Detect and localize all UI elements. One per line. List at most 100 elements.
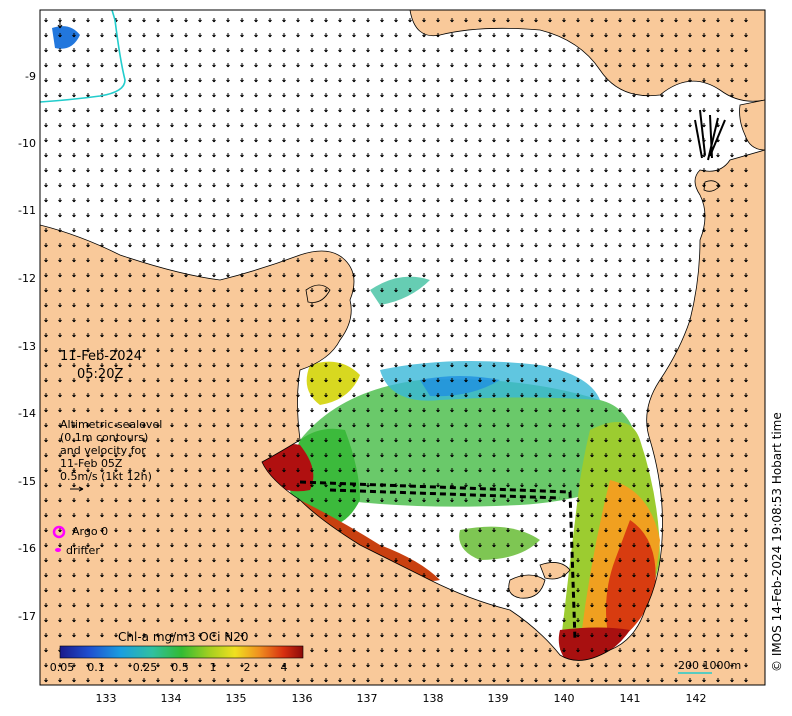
velocity-arrow	[632, 183, 636, 188]
velocity-arrow	[268, 438, 272, 443]
velocity-arrow	[156, 543, 160, 548]
velocity-arrow	[576, 543, 580, 548]
velocity-arrow	[296, 288, 300, 293]
velocity-arrow	[72, 93, 76, 98]
velocity-arrow	[674, 453, 678, 458]
velocity-arrow	[114, 183, 118, 188]
velocity-arrow	[646, 603, 650, 608]
velocity-arrow	[58, 243, 62, 248]
velocity-arrow	[198, 123, 202, 128]
velocity-arrow	[632, 633, 636, 638]
velocity-arrow	[506, 258, 510, 263]
velocity-arrow	[730, 168, 734, 173]
velocity-arrow	[520, 363, 524, 368]
velocity-arrow	[506, 33, 510, 38]
velocity-arrow	[702, 648, 706, 653]
velocity-arrow	[590, 438, 594, 443]
velocity-arrow	[422, 243, 426, 248]
velocity-arrow	[562, 273, 566, 278]
velocity-arrow	[58, 633, 62, 638]
velocity-arrow	[254, 333, 258, 338]
velocity-arrow	[240, 318, 244, 323]
velocity-arrow	[324, 408, 328, 413]
velocity-arrow	[198, 633, 202, 638]
velocity-arrow	[100, 198, 104, 203]
velocity-arrow	[506, 123, 510, 128]
velocity-arrow	[562, 423, 566, 428]
velocity-arrow	[716, 18, 720, 23]
velocity-arrow	[240, 393, 244, 398]
velocity-arrow	[268, 123, 272, 128]
velocity-arrow	[520, 18, 524, 23]
velocity-arrow	[310, 168, 314, 173]
velocity-arrow	[534, 423, 538, 428]
velocity-arrow	[702, 108, 706, 113]
velocity-arrow	[590, 483, 594, 488]
velocity-arrow	[702, 393, 706, 398]
velocity-arrow	[702, 498, 706, 503]
velocity-arrow	[296, 33, 300, 38]
velocity-arrow	[240, 273, 244, 278]
velocity-arrow	[716, 498, 720, 503]
velocity-arrow	[464, 18, 468, 23]
velocity-arrow	[744, 438, 748, 443]
velocity-arrow	[114, 483, 118, 488]
velocity-arrow	[408, 378, 412, 383]
velocity-arrow	[212, 543, 216, 548]
velocity-arrow	[240, 153, 244, 158]
velocity-arrow	[184, 168, 188, 173]
velocity-arrow	[548, 678, 552, 683]
velocity-arrow	[170, 78, 174, 83]
velocity-arrow	[478, 453, 482, 458]
velocity-arrow	[590, 678, 594, 683]
velocity-arrow	[744, 243, 748, 248]
velocity-arrow	[604, 663, 608, 668]
velocity-arrow	[464, 438, 468, 443]
velocity-arrow	[366, 678, 370, 683]
velocity-arrow	[86, 78, 90, 83]
velocity-arrow	[44, 63, 48, 68]
velocity-arrow	[450, 78, 454, 83]
velocity-arrow	[282, 48, 286, 53]
velocity-arrow	[408, 618, 412, 623]
velocity-arrow	[604, 408, 608, 413]
velocity-arrow	[184, 618, 188, 623]
velocity-arrow	[436, 408, 440, 413]
velocity-arrow	[436, 453, 440, 458]
velocity-arrow	[618, 408, 622, 413]
velocity-arrow	[716, 378, 720, 383]
velocity-arrow	[58, 108, 62, 113]
velocity-arrow	[492, 483, 496, 488]
velocity-arrow	[366, 273, 370, 278]
velocity-arrow	[156, 183, 160, 188]
velocity-arrow	[268, 63, 272, 68]
velocity-arrow	[730, 363, 734, 368]
velocity-arrow	[142, 93, 146, 98]
velocity-arrow	[394, 378, 398, 383]
velocity-arrow	[282, 228, 286, 233]
velocity-arrow	[716, 303, 720, 308]
velocity-arrow	[338, 678, 342, 683]
velocity-arrow	[408, 213, 412, 218]
velocity-arrow	[142, 513, 146, 518]
velocity-arrow	[226, 48, 230, 53]
velocity-arrow	[170, 528, 174, 533]
velocity-arrow	[702, 663, 706, 668]
velocity-arrow	[58, 498, 62, 503]
velocity-arrow	[744, 288, 748, 293]
velocity-arrow	[212, 408, 216, 413]
velocity-arrow	[184, 33, 188, 38]
velocity-arrow	[730, 393, 734, 398]
velocity-arrow	[338, 513, 342, 518]
velocity-arrow	[660, 18, 664, 23]
velocity-arrow	[352, 453, 356, 458]
velocity-arrow	[212, 363, 216, 368]
velocity-arrow	[352, 558, 356, 563]
velocity-arrow	[170, 378, 174, 383]
velocity-arrow	[492, 648, 496, 653]
velocity-arrow	[702, 18, 706, 23]
velocity-arrow	[674, 18, 678, 23]
velocity-arrow	[198, 33, 202, 38]
velocity-arrow	[296, 168, 300, 173]
velocity-arrow	[576, 618, 580, 623]
